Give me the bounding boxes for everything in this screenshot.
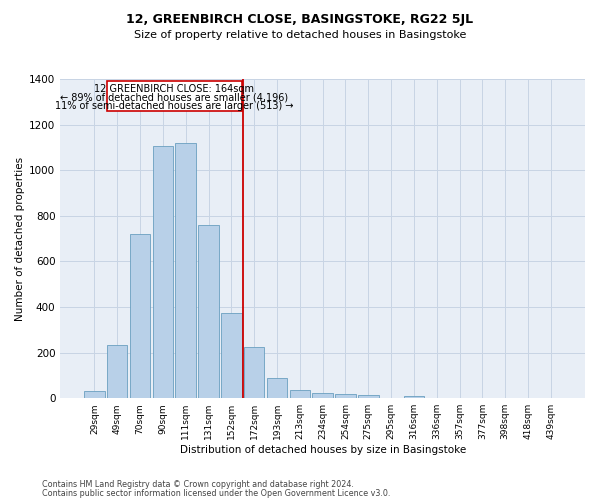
Text: Contains HM Land Registry data © Crown copyright and database right 2024.: Contains HM Land Registry data © Crown c… [42,480,354,489]
Bar [198,225,219,398]
Text: Size of property relative to detached houses in Basingstoke: Size of property relative to detached ho… [134,30,466,40]
FancyBboxPatch shape [107,81,242,112]
Bar [358,395,379,398]
Bar [175,143,196,398]
Bar [244,347,265,398]
Text: Contains public sector information licensed under the Open Government Licence v3: Contains public sector information licen… [42,488,391,498]
Text: 12 GREENBIRCH CLOSE: 164sqm: 12 GREENBIRCH CLOSE: 164sqm [94,84,254,94]
Bar [313,392,333,398]
Bar [221,312,242,398]
X-axis label: Distribution of detached houses by size in Basingstoke: Distribution of detached houses by size … [179,445,466,455]
Bar [84,392,104,398]
Bar [267,378,287,398]
Bar [130,234,151,398]
Bar [152,146,173,398]
Text: ← 89% of detached houses are smaller (4,196): ← 89% of detached houses are smaller (4,… [60,92,289,102]
Y-axis label: Number of detached properties: Number of detached properties [15,156,25,320]
Bar [107,344,127,398]
Text: 11% of semi-detached houses are larger (513) →: 11% of semi-detached houses are larger (… [55,101,293,111]
Bar [290,390,310,398]
Bar [335,394,356,398]
Bar [404,396,424,398]
Text: 12, GREENBIRCH CLOSE, BASINGSTOKE, RG22 5JL: 12, GREENBIRCH CLOSE, BASINGSTOKE, RG22 … [127,12,473,26]
